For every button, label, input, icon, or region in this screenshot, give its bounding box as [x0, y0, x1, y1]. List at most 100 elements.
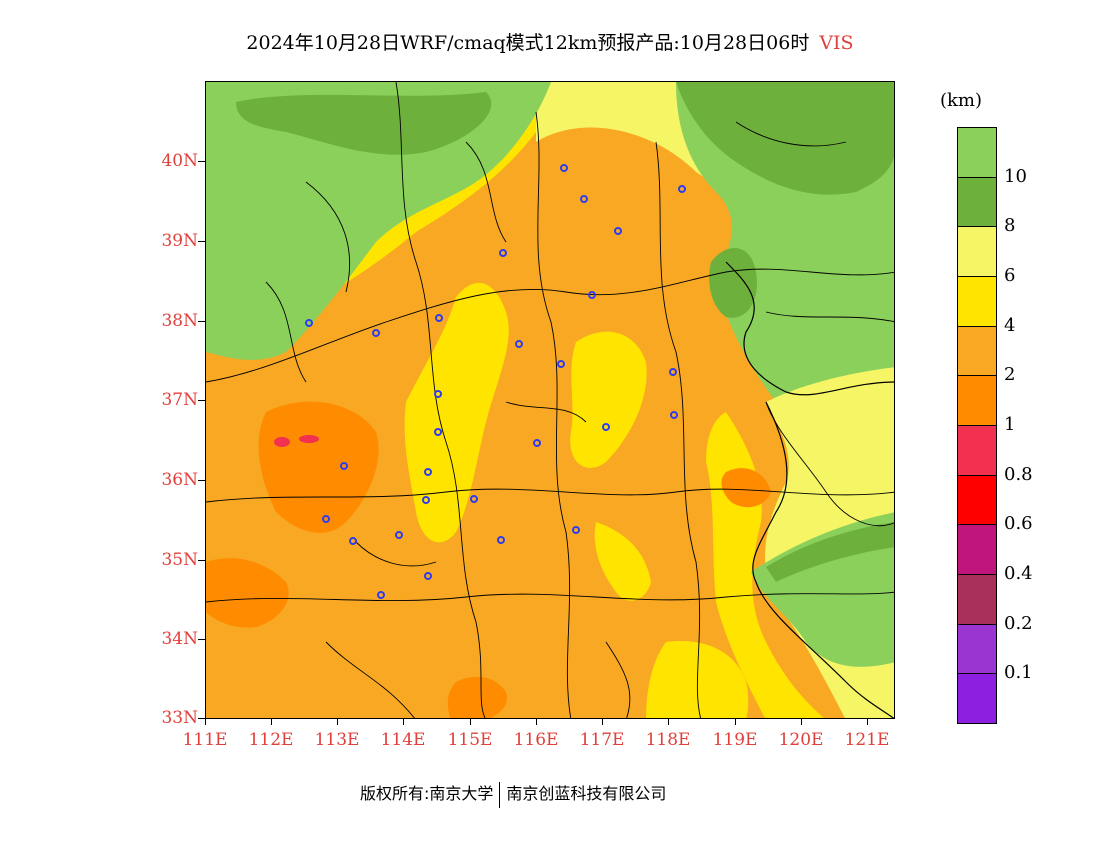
city-marker	[395, 531, 403, 539]
city-marker	[435, 314, 443, 322]
legend-label: 1	[1004, 414, 1016, 435]
lon-label: 120E	[778, 730, 824, 750]
city-marker	[434, 428, 442, 436]
region-pink-1	[274, 437, 290, 447]
legend-label: 8	[1004, 215, 1016, 237]
lat-label: 39N	[161, 231, 198, 251]
city-marker	[470, 495, 478, 503]
lon-tick	[668, 719, 669, 725]
city-marker	[614, 227, 622, 235]
region-orange-east	[721, 468, 771, 508]
city-marker	[602, 423, 610, 431]
legend-label: 2	[1004, 364, 1016, 386]
legend-swatch	[957, 524, 997, 575]
city-marker	[340, 462, 348, 470]
city-markers	[305, 164, 686, 599]
lon-tick	[337, 719, 338, 725]
city-marker	[678, 185, 686, 193]
lat-tick	[198, 241, 205, 242]
legend-swatch	[957, 127, 997, 178]
lon-label: 121E	[844, 730, 890, 750]
lon-label: 114E	[380, 730, 426, 750]
legend-label: 10	[1004, 165, 1027, 187]
region-green-ne-dark2	[709, 248, 757, 318]
city-marker	[670, 411, 678, 419]
lat-label: 37N	[161, 390, 198, 410]
legend-label: 4	[1004, 314, 1016, 336]
lat-label: 38N	[161, 311, 198, 331]
legend-swatch	[957, 276, 997, 327]
coastline	[725, 261, 894, 718]
lon-tick	[602, 719, 603, 725]
city-marker	[322, 515, 330, 523]
legend-swatch	[957, 574, 997, 625]
lon-label: 115E	[447, 730, 493, 750]
legend-swatch	[957, 623, 997, 675]
lon-label: 117E	[579, 730, 625, 750]
region-green-ne-dark	[676, 82, 894, 195]
city-marker	[377, 591, 385, 599]
lon-tick	[867, 719, 868, 725]
legend-swatch	[957, 226, 997, 277]
city-marker	[560, 164, 568, 172]
region-orange-south	[447, 676, 507, 718]
legend-label: 0.8	[1004, 463, 1033, 485]
city-marker	[422, 496, 430, 504]
region-yellow-central2	[570, 331, 647, 468]
lat-label: 35N	[161, 550, 198, 570]
lon-tick	[403, 719, 404, 725]
boundary-lines	[206, 82, 894, 718]
legend-swatch	[957, 325, 997, 377]
lat-tick	[198, 718, 205, 719]
footer-divider	[499, 781, 501, 808]
legend-swatch	[957, 673, 997, 724]
city-marker	[434, 390, 442, 398]
city-marker	[305, 319, 313, 327]
legend-label: 6	[1004, 265, 1016, 286]
region-green-se-dark	[766, 522, 894, 582]
lat-tick	[198, 161, 205, 162]
lon-label: 112E	[248, 730, 294, 750]
lat-tick	[198, 560, 205, 561]
city-marker	[499, 249, 507, 257]
visibility-map	[205, 81, 895, 719]
lat-label: 33N	[161, 708, 198, 728]
copyright-company: 南京创蓝科技有限公司	[506, 784, 667, 803]
legend-swatch	[957, 425, 997, 476]
lat-label: 36N	[161, 470, 198, 490]
region-green-nw	[206, 82, 551, 360]
legend-label: 0.6	[1004, 513, 1033, 535]
lon-tick	[470, 719, 471, 725]
legend-swatch	[957, 474, 997, 526]
legend-unit: (km)	[940, 90, 983, 111]
legend-swatch	[957, 375, 997, 426]
city-marker	[557, 360, 565, 368]
city-marker	[669, 368, 677, 376]
lon-label: 118E	[645, 730, 691, 750]
lat-label: 34N	[161, 629, 198, 649]
lon-label: 113E	[314, 730, 360, 750]
lat-tick	[198, 321, 205, 322]
variable-label: VIS	[819, 32, 854, 54]
region-yellow-south	[594, 522, 651, 601]
city-marker	[372, 329, 380, 337]
city-marker	[533, 439, 541, 447]
lat-tick	[198, 400, 205, 401]
copyright-owner: 版权所有:南京大学	[360, 784, 494, 803]
legend-label: 0.1	[1004, 662, 1033, 684]
chart-title: 2024年10月28日WRF/cmaq模式12km预报产品:10月28日06时 V…	[0, 28, 1100, 55]
title-text: 2024年10月28日WRF/cmaq模式12km预报产品:10月28日06时	[246, 32, 810, 54]
lon-label: 111E	[182, 730, 228, 750]
city-marker	[424, 572, 432, 580]
city-marker	[580, 195, 588, 203]
legend-label: 0.2	[1004, 612, 1033, 634]
lon-label: 119E	[712, 730, 758, 750]
city-marker	[424, 468, 432, 476]
lon-label: 116E	[513, 730, 559, 750]
lat-tick	[198, 639, 205, 640]
city-marker	[515, 340, 523, 348]
region-pink-2	[299, 435, 319, 443]
region-orange-west	[258, 401, 379, 533]
region-yellow-central	[404, 282, 509, 543]
city-marker	[572, 526, 580, 534]
